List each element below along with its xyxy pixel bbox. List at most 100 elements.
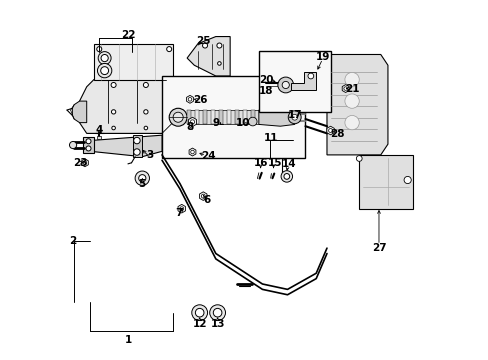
Text: 16: 16 [253, 158, 267, 168]
Polygon shape [195, 110, 199, 125]
Circle shape [213, 309, 222, 317]
Text: 4: 4 [95, 125, 103, 135]
Circle shape [111, 110, 116, 114]
Circle shape [190, 150, 194, 154]
Circle shape [143, 82, 148, 87]
Circle shape [143, 110, 148, 114]
Text: 25: 25 [196, 36, 210, 46]
Text: 20: 20 [259, 75, 273, 85]
Polygon shape [326, 126, 334, 135]
Circle shape [403, 176, 410, 184]
Text: 17: 17 [287, 110, 302, 120]
Circle shape [217, 62, 221, 65]
Polygon shape [133, 135, 142, 157]
Polygon shape [187, 37, 230, 76]
Polygon shape [186, 95, 193, 103]
Polygon shape [188, 117, 196, 127]
Bar [97, 136, 101, 139]
Circle shape [139, 175, 145, 182]
Polygon shape [290, 72, 316, 90]
Text: 8: 8 [186, 122, 193, 132]
Circle shape [86, 146, 91, 151]
Polygon shape [80, 80, 172, 134]
Polygon shape [203, 110, 207, 125]
Text: 9: 9 [212, 118, 219, 128]
Circle shape [356, 156, 362, 161]
Polygon shape [94, 44, 172, 80]
Polygon shape [342, 85, 348, 93]
Circle shape [202, 43, 207, 48]
Circle shape [135, 171, 149, 185]
Circle shape [281, 171, 292, 182]
Text: 28: 28 [330, 129, 344, 139]
Circle shape [133, 149, 140, 155]
Text: 15: 15 [267, 158, 282, 168]
Circle shape [344, 94, 359, 108]
Bar [258, 51, 330, 112]
Circle shape [282, 81, 289, 89]
Polygon shape [234, 110, 239, 125]
Circle shape [344, 116, 359, 130]
Text: 27: 27 [371, 243, 386, 253]
Circle shape [144, 126, 147, 130]
Text: 11: 11 [264, 133, 278, 143]
Circle shape [209, 305, 225, 320]
Circle shape [69, 141, 77, 149]
Text: 18: 18 [258, 86, 273, 96]
Circle shape [97, 63, 112, 78]
Circle shape [188, 98, 191, 101]
Circle shape [195, 309, 203, 317]
Circle shape [83, 161, 86, 165]
Polygon shape [250, 110, 255, 125]
Circle shape [112, 126, 115, 130]
Circle shape [190, 120, 194, 124]
Circle shape [111, 82, 116, 87]
Circle shape [101, 67, 108, 75]
Circle shape [284, 174, 289, 179]
Polygon shape [258, 108, 294, 126]
Text: 23: 23 [73, 158, 87, 168]
Circle shape [98, 51, 111, 64]
Text: 7: 7 [175, 208, 183, 219]
Polygon shape [243, 110, 247, 125]
Circle shape [287, 111, 301, 124]
Text: 5: 5 [139, 179, 145, 189]
Polygon shape [211, 110, 215, 125]
Bar [162, 76, 305, 158]
Text: 14: 14 [282, 159, 296, 169]
Circle shape [277, 77, 293, 93]
Circle shape [328, 129, 332, 132]
Text: 1: 1 [124, 334, 131, 345]
Text: 24: 24 [201, 150, 216, 161]
Text: 6: 6 [203, 195, 210, 206]
Text: 10: 10 [235, 118, 249, 128]
Polygon shape [81, 159, 88, 167]
Text: 13: 13 [210, 319, 224, 329]
Text: 26: 26 [193, 95, 207, 105]
Circle shape [291, 114, 297, 120]
Circle shape [217, 43, 222, 48]
Text: 12: 12 [192, 319, 206, 329]
Polygon shape [359, 155, 412, 209]
Circle shape [97, 46, 102, 51]
Polygon shape [189, 148, 196, 156]
Circle shape [343, 87, 346, 90]
Polygon shape [199, 192, 206, 201]
Circle shape [169, 108, 187, 126]
Polygon shape [178, 204, 185, 213]
Circle shape [344, 72, 359, 87]
Circle shape [201, 194, 205, 198]
Polygon shape [83, 137, 94, 153]
Circle shape [86, 139, 91, 144]
Polygon shape [187, 110, 191, 125]
Polygon shape [72, 101, 86, 123]
Polygon shape [219, 110, 223, 125]
Circle shape [101, 54, 108, 62]
Circle shape [173, 112, 183, 122]
Text: 22: 22 [121, 30, 135, 40]
Text: 2: 2 [69, 236, 76, 246]
Circle shape [133, 137, 140, 144]
Circle shape [307, 73, 313, 79]
Polygon shape [187, 110, 258, 125]
Text: 21: 21 [344, 84, 359, 94]
